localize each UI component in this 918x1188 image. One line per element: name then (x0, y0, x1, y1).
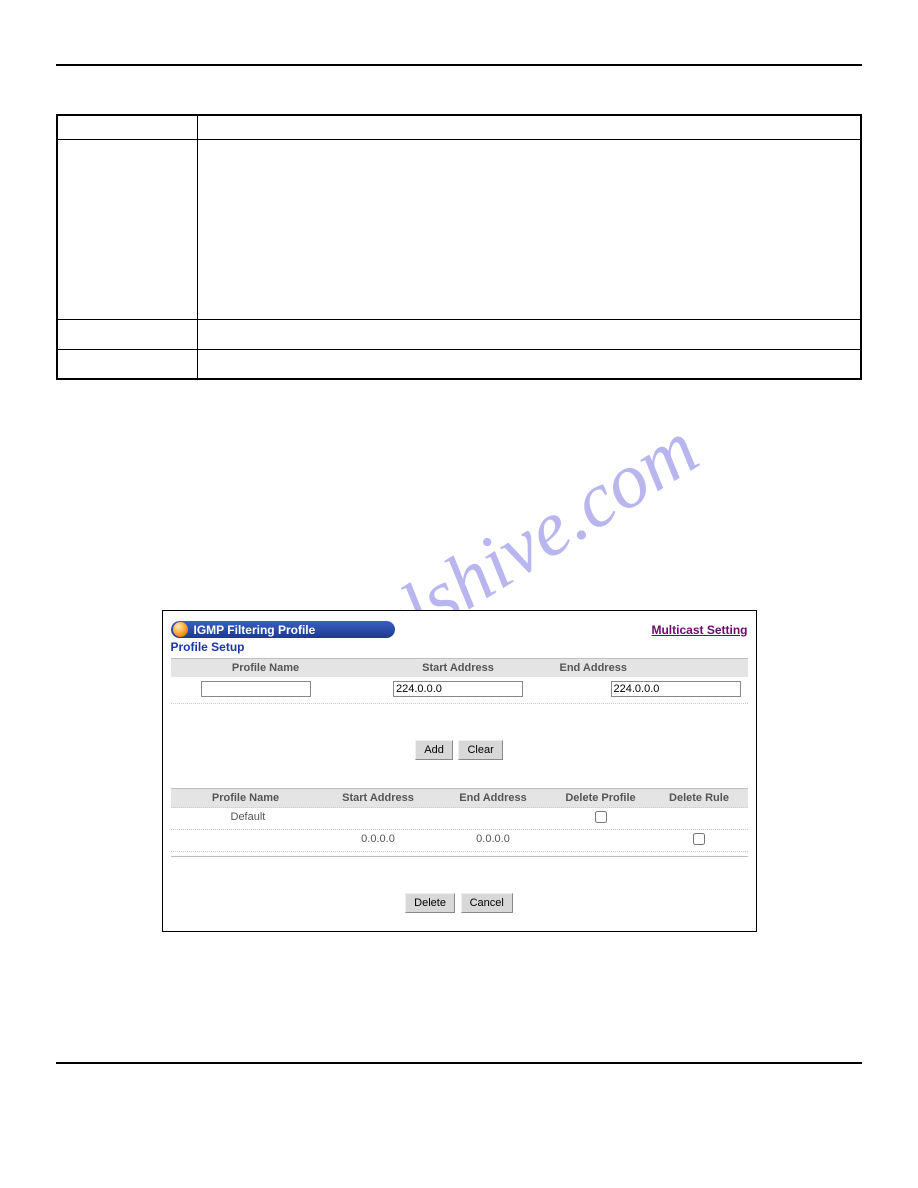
header-profile-name: Profile Name (171, 659, 361, 677)
profile-setup-subhead: Profile Setup (171, 640, 748, 654)
table-row (57, 319, 861, 349)
table-row (57, 349, 861, 379)
cell-label (57, 319, 197, 349)
form-header-row: Profile Name Start Address End Address (171, 658, 748, 677)
multicast-setting-link[interactable]: Multicast Setting (651, 623, 747, 637)
clear-button[interactable]: Clear (458, 740, 502, 760)
panel-title-row: IGMP Filtering Profile Multicast Setting (171, 621, 748, 638)
cell-profile-name (171, 830, 321, 851)
delete-rule-checkbox[interactable] (693, 833, 705, 845)
top-divider (56, 64, 862, 66)
list-header-delete-rule: Delete Rule (651, 789, 748, 807)
delete-button[interactable]: Delete (405, 893, 455, 913)
cell-delete-rule (651, 830, 748, 851)
start-address-input[interactable] (393, 681, 523, 697)
panel-title-label: IGMP Filtering Profile (194, 623, 316, 637)
delete-cancel-button-row: Delete Cancel (171, 893, 748, 913)
list-header-start-address: Start Address (321, 789, 436, 807)
cell-end-address: 0.0.0.0 (436, 830, 551, 851)
cell-delete-rule (651, 808, 748, 829)
cell-desc (197, 139, 861, 319)
list-footer-spacer (171, 851, 748, 857)
bottom-divider (56, 1062, 862, 1064)
panel-title-pill: IGMP Filtering Profile (171, 621, 396, 638)
cell-desc (197, 319, 861, 349)
cell-delete-profile (551, 808, 651, 829)
header-start-address: Start Address (361, 659, 556, 677)
list-header-end-address: End Address (436, 789, 551, 807)
add-clear-button-row: Add Clear (171, 740, 748, 760)
cell-desc (197, 349, 861, 379)
cell-profile-name: Default (171, 808, 321, 829)
list-row: Default (171, 808, 748, 830)
cell-label (57, 139, 197, 319)
cell-label (57, 349, 197, 379)
cell-start-address: 0.0.0.0 (321, 830, 436, 851)
profile-name-input[interactable] (201, 681, 311, 697)
list-row: 0.0.0.0 0.0.0.0 (171, 830, 748, 852)
list-header-profile-name: Profile Name (171, 789, 321, 807)
add-button[interactable]: Add (415, 740, 453, 760)
description-table (56, 114, 862, 380)
table-row (57, 115, 861, 139)
orb-icon (173, 622, 188, 637)
form-input-row (171, 677, 748, 704)
cell-desc (197, 115, 861, 139)
header-end-address: End Address (556, 659, 748, 677)
delete-profile-checkbox[interactable] (595, 811, 607, 823)
cell-end-address (436, 808, 551, 829)
cancel-button[interactable]: Cancel (461, 893, 513, 913)
list-header-delete-profile: Delete Profile (551, 789, 651, 807)
cell-start-address (321, 808, 436, 829)
list-header-row: Profile Name Start Address End Address D… (171, 788, 748, 808)
cell-delete-profile (551, 830, 651, 851)
cell-label (57, 115, 197, 139)
screenshot-panel: IGMP Filtering Profile Multicast Setting… (162, 610, 757, 932)
table-row (57, 139, 861, 319)
end-address-input[interactable] (611, 681, 741, 697)
